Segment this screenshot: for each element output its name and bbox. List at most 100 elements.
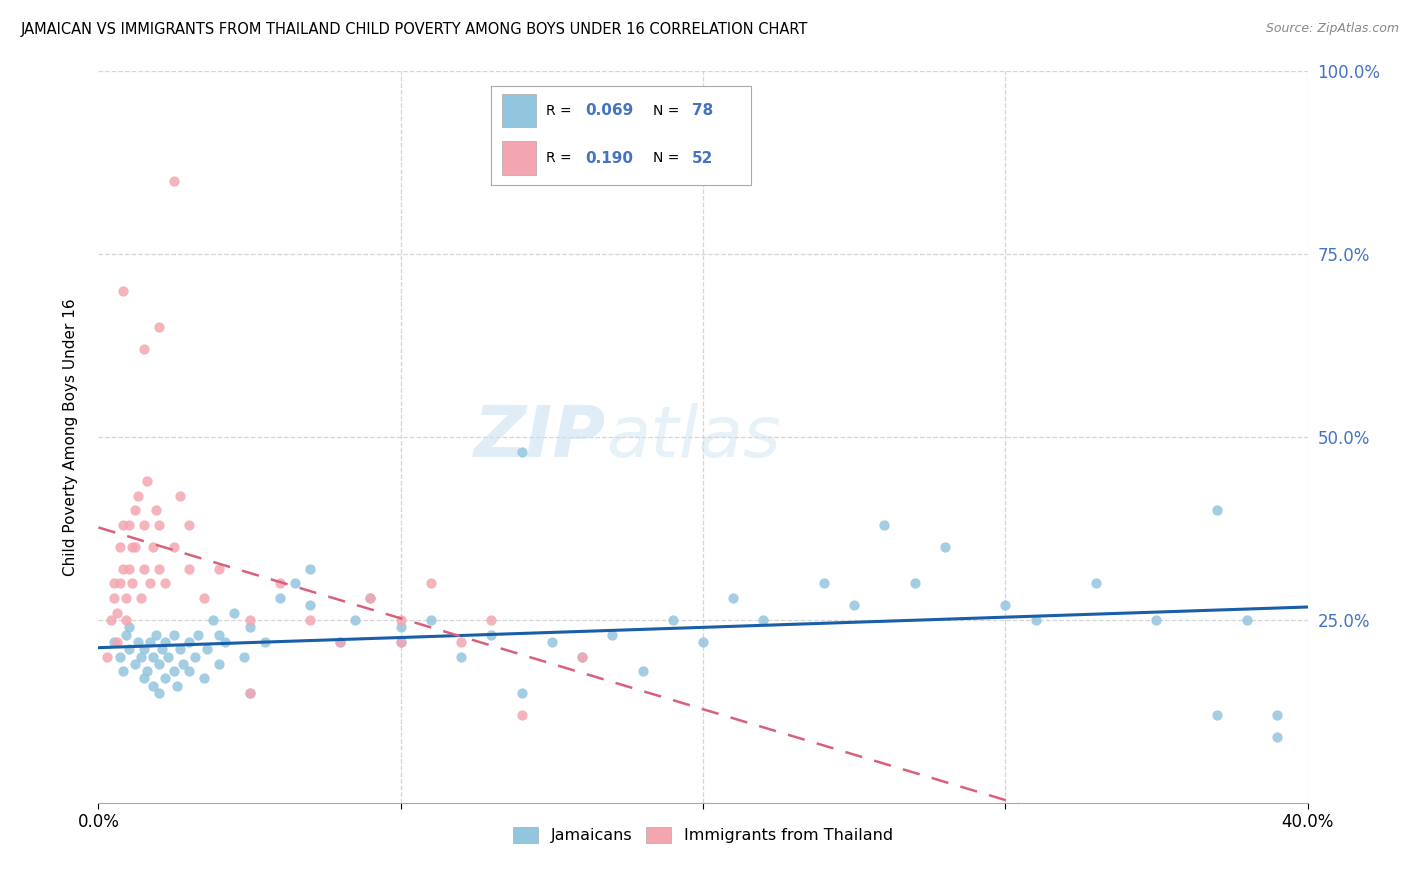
Point	[132, 642, 155, 657]
Point	[232, 649, 254, 664]
Point	[1024, 613, 1046, 627]
Point	[124, 540, 146, 554]
Point	[193, 591, 215, 605]
Legend: Jamaicans, Immigrants from Thailand: Jamaicans, Immigrants from Thailand	[506, 821, 900, 850]
Point	[873, 517, 896, 532]
Point	[111, 517, 134, 532]
Point	[105, 606, 128, 620]
Point	[450, 649, 472, 664]
Point	[239, 686, 262, 700]
Point	[169, 642, 191, 657]
Point	[934, 540, 956, 554]
Point	[420, 613, 443, 627]
Point	[153, 576, 176, 591]
Point	[510, 708, 533, 723]
Point	[153, 635, 176, 649]
Point	[148, 517, 170, 532]
Point	[148, 686, 170, 700]
Point	[145, 627, 167, 641]
Point	[179, 664, 201, 678]
Point	[510, 686, 533, 700]
Point	[195, 642, 218, 657]
Text: Source: ZipAtlas.com: Source: ZipAtlas.com	[1265, 22, 1399, 36]
Point	[114, 627, 136, 641]
Point	[360, 591, 382, 605]
Point	[208, 562, 231, 576]
Point	[389, 613, 412, 627]
Point	[124, 657, 146, 671]
Point	[360, 591, 382, 605]
Point	[142, 679, 165, 693]
Point	[631, 664, 654, 678]
Point	[111, 284, 134, 298]
Y-axis label: Child Poverty Among Boys Under 16: Child Poverty Among Boys Under 16	[63, 298, 77, 576]
Point	[150, 642, 173, 657]
Point	[752, 613, 775, 627]
Point	[661, 613, 683, 627]
Point	[129, 649, 152, 664]
Point	[100, 613, 122, 627]
Point	[208, 657, 231, 671]
Point	[103, 635, 125, 649]
Point	[114, 613, 136, 627]
Point	[253, 635, 276, 649]
Point	[329, 635, 352, 649]
Point	[121, 576, 143, 591]
Point	[420, 576, 443, 591]
Point	[118, 562, 141, 576]
Point	[571, 649, 593, 664]
Point	[481, 627, 503, 641]
Point	[129, 591, 152, 605]
Point	[602, 627, 624, 641]
Point	[184, 649, 207, 664]
Point	[179, 635, 201, 649]
Point	[1206, 708, 1229, 723]
Point	[510, 444, 533, 458]
Point	[1206, 503, 1229, 517]
Point	[571, 649, 593, 664]
Point	[1267, 708, 1289, 723]
Point	[145, 503, 167, 517]
Text: JAMAICAN VS IMMIGRANTS FROM THAILAND CHILD POVERTY AMONG BOYS UNDER 16 CORRELATI: JAMAICAN VS IMMIGRANTS FROM THAILAND CHI…	[21, 22, 808, 37]
Point	[127, 489, 149, 503]
Point	[118, 517, 141, 532]
Point	[329, 635, 352, 649]
Point	[389, 635, 412, 649]
Text: atlas: atlas	[606, 402, 780, 472]
Point	[269, 591, 291, 605]
Point	[224, 606, 246, 620]
Point	[114, 591, 136, 605]
Point	[108, 576, 131, 591]
Point	[813, 576, 835, 591]
Point	[153, 672, 176, 686]
Point	[540, 635, 562, 649]
Point	[193, 672, 215, 686]
Point	[169, 489, 191, 503]
Point	[108, 649, 131, 664]
Point	[450, 635, 472, 649]
Point	[299, 599, 322, 613]
Point	[148, 657, 170, 671]
Point	[105, 635, 128, 649]
Point	[163, 627, 186, 641]
Point	[142, 540, 165, 554]
Point	[202, 613, 225, 627]
Point	[127, 635, 149, 649]
Point	[1144, 613, 1167, 627]
Point	[132, 562, 155, 576]
Point	[118, 642, 141, 657]
Point	[132, 343, 155, 357]
Point	[166, 679, 188, 693]
Point	[142, 649, 165, 664]
Point	[389, 635, 412, 649]
Point	[132, 517, 155, 532]
Point	[103, 591, 125, 605]
Point	[344, 613, 367, 627]
Point	[121, 540, 143, 554]
Point	[269, 576, 291, 591]
Point	[148, 320, 170, 334]
Point	[163, 540, 186, 554]
Point	[723, 591, 745, 605]
Point	[139, 576, 162, 591]
Point	[994, 599, 1017, 613]
